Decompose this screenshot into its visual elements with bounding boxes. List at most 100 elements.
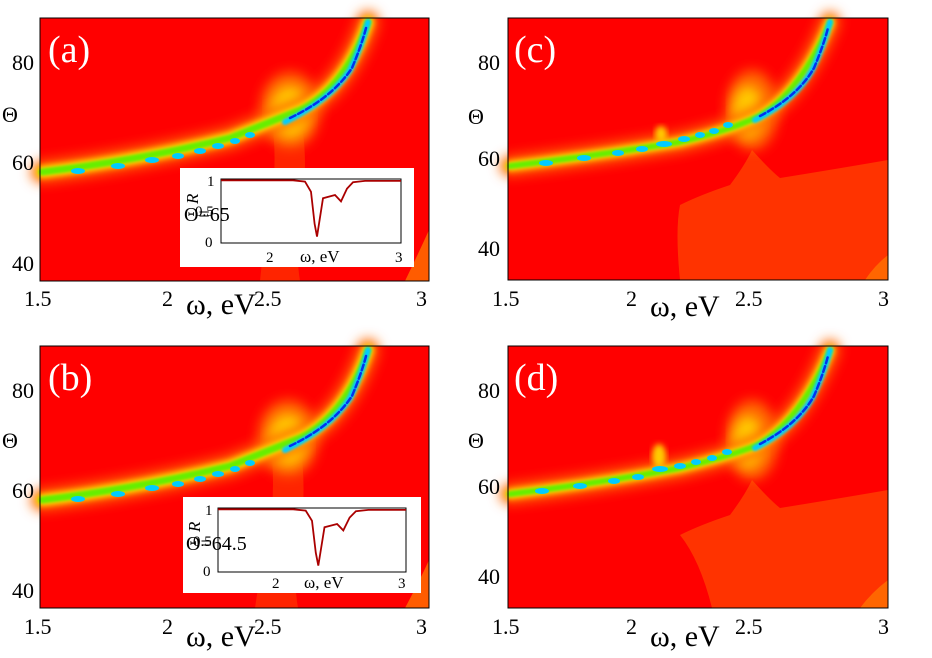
panel-b-inset-xtick-2: 3: [398, 576, 406, 592]
panel-c-xlabel: ω, eV: [650, 290, 720, 323]
panel-c-orange-region: [677, 150, 888, 280]
panel-a-xtick-2: 2: [162, 286, 173, 311]
panel-a-xtick-1: 1.5: [24, 286, 52, 311]
panel-c-xtick-4: 3: [878, 286, 889, 311]
panel-c-xtick-2: 2: [626, 286, 637, 311]
panel-d-ylabel: Θ: [468, 428, 484, 453]
panel-a-ytick-2: 60: [12, 150, 34, 175]
panel-d-y-ticks: 40 60 80: [478, 378, 500, 589]
panel-a-inset-ylabel: R: [183, 193, 202, 205]
panel-b-inset: 0 0.5 1 R 2 3 ω, eV Θ=64.5: [183, 497, 421, 593]
panel-c-ytick-3: 80: [478, 50, 500, 75]
panel-d-xtick-2: 2: [626, 614, 637, 639]
panel-b-ytick-3: 80: [12, 378, 34, 403]
panel-c-ylabel: Θ: [468, 104, 484, 129]
panel-c-label: (c): [514, 29, 556, 71]
panel-c-gap-bump: [655, 126, 667, 142]
panel-b-label: (b): [48, 357, 92, 399]
panel-a-inset-xtick-1: 2: [266, 250, 274, 266]
panel-c-ytick-2: 60: [478, 146, 500, 171]
panel-d-x-ticks: 1.5 2 2.5 3: [492, 614, 889, 639]
panel-a-x-ticks: 1.5 2 2.5 3: [24, 286, 427, 311]
panel-c-ytick-1: 40: [478, 236, 500, 261]
panel-b-upper-branch-blue: [288, 354, 368, 448]
panel-b-xlabel: ω, eV: [186, 620, 256, 653]
panel-a-inset-box: [180, 168, 414, 267]
panel-a: (a) 1.5 2 2.5 3 ω, eV 40 60 80 Θ 0 0.5 1…: [2, 11, 430, 321]
panel-c-y-ticks: 40 60 80: [478, 50, 500, 261]
panel-d-xtick-3: 2.5: [735, 614, 763, 639]
panel-d-gap-bump: [652, 444, 666, 468]
panel-c-frame: [507, 17, 889, 281]
panel-b-frame: [39, 345, 430, 609]
panel-a-orange-corner: [405, 230, 429, 281]
panel-a-resonance-spots: [71, 132, 255, 174]
panel-c-upper-branch-blue: [758, 26, 830, 118]
panel-b-resonance-spots: [71, 460, 255, 502]
panel-a-inset-xlabel: ω, eV: [300, 247, 340, 266]
panel-b-xtick-1: 1.5: [24, 614, 52, 639]
panel-d-ytick-3: 80: [478, 378, 500, 403]
panel-b-inset-ylabel: R: [185, 521, 204, 533]
panel-a-ylabel: Θ: [2, 102, 18, 127]
panel-a-xtick-3: 2.5: [254, 286, 282, 311]
panel-a-label: (a): [48, 29, 90, 71]
panel-b-inset-curve: [218, 508, 406, 566]
panel-b-inset-annotation: Θ=64.5: [186, 533, 247, 555]
panel-b-orange-corner: [405, 560, 429, 608]
panel-d: (d) 1.5 2 2.5 3 ω, eV 40 60 80 Θ: [468, 340, 889, 653]
panel-d-orange-region: [680, 480, 888, 608]
panel-a-inset-curve: [221, 179, 401, 237]
panel-a-xlabel: ω, eV: [186, 288, 256, 321]
panel-c-x-ticks: 1.5 2 2.5 3: [492, 286, 889, 311]
panel-d-ytick-1: 40: [478, 564, 500, 589]
panel-b-xtick-4: 3: [416, 614, 427, 639]
panel-b-ytick-2: 60: [12, 478, 34, 503]
panel-d-upper-branch-blue: [758, 354, 830, 446]
panel-a-upper-branch-blue: [288, 26, 368, 120]
panel-c-resonance-spots: [539, 122, 733, 166]
panel-b-ytick-1: 40: [12, 578, 34, 603]
panel-b-inset-axes: [217, 507, 407, 573]
panel-b-resonance-green: [38, 346, 372, 504]
panel-d-xtick-4: 3: [878, 614, 889, 639]
panel-a-ytick-1: 40: [12, 251, 34, 276]
panel-c-heatmap-features: [500, 12, 888, 280]
panel-d-label: (d): [514, 357, 558, 399]
panel-a-resonance-green: [38, 18, 372, 176]
panel-d-frame: [507, 345, 889, 609]
panel-b: (b) 1.5 2 2.5 3 ω, eV 40 60 80 Θ 0 0.5 1…: [2, 339, 430, 653]
panel-b-xtick-3: 2.5: [254, 614, 282, 639]
panel-d-ytick-2: 60: [478, 474, 500, 499]
panel-c-orange-corner: [865, 255, 888, 280]
panel-d-resonance-spots: [535, 449, 732, 494]
panel-b-xtick-2: 2: [162, 614, 173, 639]
panel-a-ytick-3: 80: [12, 50, 34, 75]
panel-b-inset-ytick-3: 1: [205, 503, 213, 519]
panel-a-y-ticks: 40 60 80: [12, 50, 34, 276]
panel-b-x-ticks: 1.5 2 2.5 3: [24, 614, 427, 639]
panel-b-inset-xlabel: ω, eV: [304, 573, 344, 592]
panel-a-xtick-4: 3: [416, 286, 427, 311]
panel-a-inset-ytick-1: 0: [205, 235, 213, 251]
panel-a-frame: [39, 17, 430, 282]
panel-a-inset-ytick-3: 1: [207, 174, 215, 190]
panel-b-inset-box: [183, 497, 421, 593]
panel-a-inset-axes: [220, 178, 402, 244]
panel-b-inset-ytick-1: 0: [203, 564, 211, 580]
panel-b-inset-ytick-2: 0.5: [193, 534, 212, 550]
panel-a-inset-annotation: Θ=65: [184, 204, 230, 226]
panel-c-xtick-3: 2.5: [735, 286, 763, 311]
panel-a-inset-ytick-2: 0.5: [195, 204, 214, 220]
panel-d-orange-corner: [860, 580, 888, 608]
panel-c: (c) 1.5 2 2.5 3 ω, eV 40 60 80 Θ: [468, 12, 889, 323]
panel-d-heatmap-features: [500, 340, 888, 608]
panel-d-xtick-1: 1.5: [492, 614, 520, 639]
panel-b-ylabel: Θ: [2, 428, 18, 453]
panel-d-xlabel: ω, eV: [650, 620, 720, 653]
panel-a-inset-xtick-2: 3: [395, 250, 403, 266]
panel-b-inset-xtick-1: 2: [272, 576, 280, 592]
panel-a-inset: 0 0.5 1 R 2 3 ω, eV Θ=65: [180, 168, 414, 267]
panel-b-y-ticks: 40 60 80: [12, 378, 34, 603]
